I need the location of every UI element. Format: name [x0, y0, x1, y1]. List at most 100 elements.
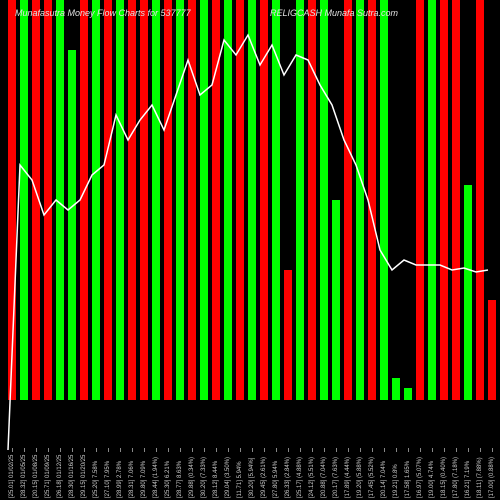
x-label-2: [20.15] 01/08/25 — [33, 455, 39, 498]
bar-10 — [128, 0, 136, 400]
bar-31 — [380, 0, 388, 400]
bar-1 — [20, 0, 28, 400]
tick-26 — [324, 448, 325, 452]
tick-35 — [432, 448, 433, 452]
tick-10 — [132, 448, 133, 452]
x-label-8: [27.10] 7.95% — [105, 461, 111, 498]
x-label-32: [19.21] 0.8% — [393, 464, 399, 498]
tick-14 — [180, 448, 181, 452]
tick-31 — [384, 448, 385, 452]
bar-30 — [368, 0, 376, 400]
tick-9 — [120, 448, 121, 452]
bar-3 — [44, 0, 52, 400]
bar-15 — [188, 0, 196, 400]
tick-21 — [264, 448, 265, 452]
x-label-40: [17.00] (0.88%) — [489, 457, 495, 498]
bar-2 — [32, 0, 40, 400]
bar-11 — [140, 0, 148, 400]
bar-14 — [176, 0, 184, 400]
x-label-37: [17.80] (7.18%) — [453, 457, 459, 498]
x-label-35: [19.00] 4.74% — [429, 461, 435, 498]
bar-18 — [224, 0, 232, 400]
x-label-0: [25.01] 01/02/25 — [9, 455, 15, 498]
bar-22 — [272, 0, 280, 400]
tick-11 — [144, 448, 145, 452]
bar-16 — [200, 0, 208, 400]
x-label-18: [29.04] (3.50%) — [225, 457, 231, 498]
x-label-1: [28.32] 01/05/25 — [21, 455, 27, 498]
bar-21 — [260, 0, 268, 400]
x-label-17: [28.12] 8.44% — [213, 461, 219, 498]
tick-22 — [276, 448, 277, 452]
bar-17 — [212, 0, 220, 400]
x-label-4: [26.18] 01/12/25 — [57, 455, 63, 498]
tick-23 — [288, 448, 289, 452]
tick-17 — [216, 448, 217, 452]
tick-8 — [108, 448, 109, 452]
tick-39 — [480, 448, 481, 452]
tick-20 — [252, 448, 253, 452]
tick-25 — [312, 448, 313, 452]
x-label-15: [29.88] (0.34%) — [189, 457, 195, 498]
bar-34 — [416, 0, 424, 400]
bar-37 — [452, 0, 460, 400]
tick-24 — [300, 448, 301, 452]
tick-18 — [228, 448, 229, 452]
x-label-25: [24.12] (5.51%) — [309, 457, 315, 498]
x-label-20: [30.20] [5.94%] — [249, 458, 255, 498]
x-label-27: [20.17] (7.63%) — [333, 457, 339, 498]
bar-40 — [488, 300, 496, 400]
tick-38 — [468, 448, 469, 452]
money-flow-chart: Munafasutra Money Flow Charts for 537777… — [0, 0, 500, 500]
bar-33 — [404, 388, 412, 400]
bar-26 — [320, 0, 328, 400]
bar-28 — [344, 0, 352, 400]
tick-5 — [72, 448, 73, 452]
tick-0 — [12, 448, 13, 452]
tick-15 — [192, 448, 193, 452]
tick-1 — [24, 448, 25, 452]
x-label-22: [27.80] 5.94% — [273, 461, 279, 498]
x-label-36: [18.15] (0.40%) — [441, 457, 447, 498]
bar-27 — [332, 200, 340, 400]
tick-29 — [360, 448, 361, 452]
tick-28 — [348, 448, 349, 452]
tick-37 — [456, 448, 457, 452]
tick-19 — [240, 448, 241, 452]
tick-36 — [444, 448, 445, 452]
chart-title-left: Munafasutra Money Flow Charts for 537777 — [15, 8, 191, 18]
tick-32 — [396, 448, 397, 452]
bars-area — [0, 0, 500, 450]
tick-12 — [156, 448, 157, 452]
x-label-38: [16.21] 7.19% — [465, 461, 471, 498]
bar-9 — [116, 0, 124, 400]
bar-13 — [164, 0, 172, 400]
bar-19 — [236, 0, 244, 400]
x-label-6: [29.15] 01/20/25 — [81, 455, 87, 498]
x-label-33: [17.58] 1.65% — [405, 461, 411, 498]
x-label-9: [28.99] 2.78% — [117, 461, 123, 498]
x-label-39: [18.11] (7.88%) — [477, 457, 483, 498]
tick-7 — [96, 448, 97, 452]
tick-27 — [336, 448, 337, 452]
bar-32 — [392, 378, 400, 400]
x-label-13: [25.30] 6.21% — [165, 461, 171, 498]
x-label-5: [28.30] 01/16/25 — [69, 455, 75, 498]
x-label-10: [28.31] 7.06% — [129, 461, 135, 498]
tick-13 — [168, 448, 169, 452]
bar-24 — [296, 0, 304, 400]
tick-4 — [60, 448, 61, 452]
x-label-23: [26.33] (2.84%) — [285, 457, 291, 498]
tick-34 — [420, 448, 421, 452]
tick-16 — [204, 448, 205, 452]
x-label-28: [17.89] (4.44%) — [345, 457, 351, 498]
x-label-24: [25.17] (4.88%) — [297, 457, 303, 498]
bar-23 — [284, 270, 292, 400]
x-label-30: [17.45] (5.52%) — [369, 457, 375, 498]
bar-12 — [152, 0, 160, 400]
tick-30 — [372, 448, 373, 452]
bar-6 — [80, 0, 88, 400]
x-label-14: [28.77] 8.63% — [177, 461, 183, 498]
tick-40 — [492, 448, 493, 452]
x-label-31: [20.14] 7.04% — [381, 461, 387, 498]
